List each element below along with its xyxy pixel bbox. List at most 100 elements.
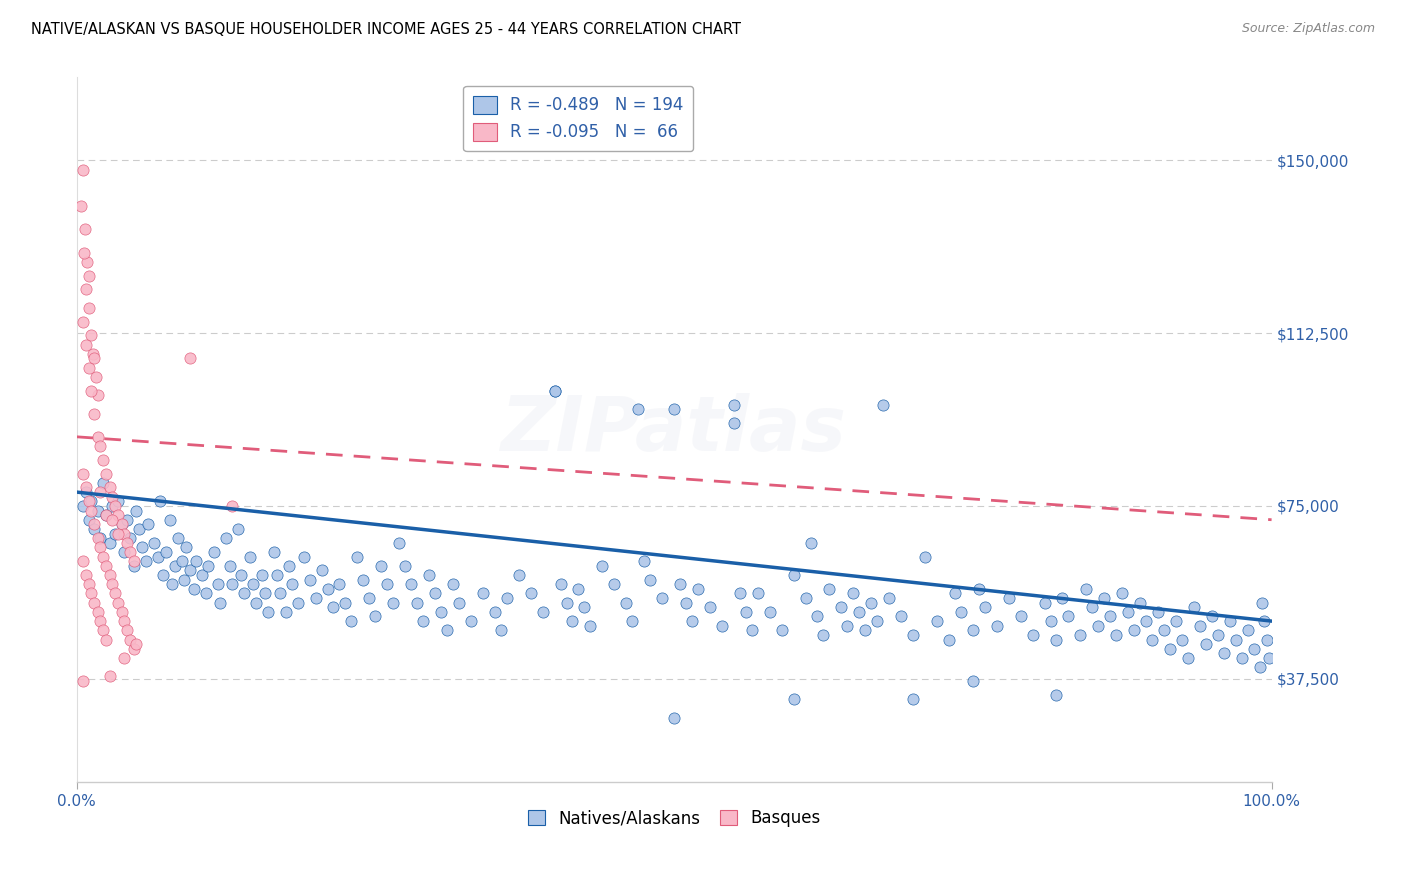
Point [925, 614, 948, 628]
Point [173, 573, 195, 587]
Point [794, 591, 817, 605]
Point [111, 605, 134, 619]
Point [112, 545, 135, 559]
Point [382, 596, 405, 610]
Point [77, 268, 100, 283]
Point [194, 586, 217, 600]
Point [1153, 624, 1175, 638]
Point [1195, 637, 1218, 651]
Point [115, 513, 138, 527]
Point [662, 402, 685, 417]
Point [72, 554, 94, 568]
Point [447, 596, 470, 610]
Point [669, 577, 692, 591]
Point [543, 384, 565, 398]
Point [82, 347, 104, 361]
Point [543, 384, 565, 398]
Point [77, 494, 100, 508]
Point [83, 596, 105, 610]
Point [242, 577, 264, 591]
Point [1057, 609, 1080, 624]
Point [813, 628, 835, 642]
Point [91, 624, 114, 638]
Point [1206, 628, 1229, 642]
Point [131, 541, 153, 555]
Point [359, 591, 381, 605]
Point [399, 577, 422, 591]
Point [254, 586, 277, 600]
Point [710, 618, 733, 632]
Point [115, 535, 138, 549]
Point [218, 558, 240, 573]
Point [1225, 632, 1247, 647]
Point [430, 605, 453, 619]
Point [160, 577, 183, 591]
Point [638, 573, 661, 587]
Point [938, 632, 960, 647]
Point [758, 605, 780, 619]
Point [1045, 632, 1067, 647]
Point [375, 577, 398, 591]
Text: ZIPatlas: ZIPatlas [501, 392, 846, 467]
Point [167, 531, 190, 545]
Point [89, 531, 111, 545]
Point [962, 624, 984, 638]
Point [418, 568, 440, 582]
Point [1256, 632, 1278, 647]
Point [107, 596, 129, 610]
Point [1045, 688, 1067, 702]
Point [232, 586, 254, 600]
Point [872, 398, 894, 412]
Point [104, 526, 127, 541]
Point [269, 586, 291, 600]
Point [848, 605, 870, 619]
Point [782, 568, 804, 582]
Point [800, 535, 823, 549]
Point [278, 558, 301, 573]
Point [91, 453, 114, 467]
Point [73, 245, 96, 260]
Point [723, 416, 745, 430]
Point [890, 609, 912, 624]
Point [842, 586, 865, 600]
Point [1140, 632, 1163, 647]
Point [91, 549, 114, 564]
Point [860, 596, 883, 610]
Point [675, 596, 697, 610]
Point [98, 568, 121, 582]
Point [370, 558, 392, 573]
Point [686, 582, 709, 596]
Point [436, 624, 458, 638]
Point [96, 508, 118, 523]
Point [75, 337, 97, 351]
Point [322, 600, 344, 615]
Point [80, 384, 103, 398]
Point [747, 586, 769, 600]
Point [943, 586, 966, 600]
Point [1099, 609, 1122, 624]
Point [1039, 614, 1062, 628]
Point [84, 370, 107, 384]
Point [77, 513, 100, 527]
Point [394, 558, 416, 573]
Point [340, 614, 363, 628]
Point [77, 301, 100, 315]
Point [489, 624, 512, 638]
Point [574, 600, 596, 615]
Point [72, 499, 94, 513]
Point [89, 439, 111, 453]
Point [101, 490, 124, 504]
Point [231, 568, 253, 582]
Point [197, 558, 219, 573]
Point [221, 499, 243, 513]
Point [388, 535, 411, 549]
Point [949, 605, 972, 619]
Point [179, 351, 201, 366]
Point [245, 596, 267, 610]
Point [973, 600, 995, 615]
Point [83, 407, 105, 421]
Point [111, 517, 134, 532]
Point [207, 577, 229, 591]
Point [263, 545, 285, 559]
Point [72, 315, 94, 329]
